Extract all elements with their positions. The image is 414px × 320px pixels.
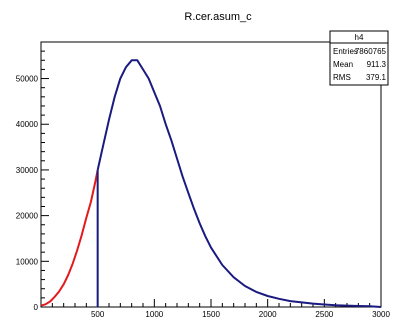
stats-box: h4 Entries 7860765 Mean 911.3 RMS 379.1 [329, 30, 389, 86]
series-layer [40, 59, 382, 308]
chart-title: R.cer.asum_c [184, 11, 252, 23]
y-tick-label: 30000 [16, 166, 39, 175]
stats-mean-value: 911.3 [367, 60, 387, 69]
x-tick-label: 1500 [202, 310, 220, 319]
stats-entries-value: 7860765 [355, 47, 387, 56]
x-tick-label: 2000 [259, 310, 277, 319]
stats-entries-label: Entries [333, 47, 358, 56]
x-tick-label: 2500 [315, 310, 333, 319]
stats-mean-label: Mean [333, 60, 353, 69]
stats-rms-value: 379.1 [366, 73, 387, 82]
y-tick-label: 20000 [16, 212, 39, 221]
stats-box-frame [329, 30, 389, 86]
y-tick-label: 50000 [16, 75, 39, 84]
y-tick-label: 10000 [16, 257, 39, 266]
stats-rms-label: RMS [333, 73, 351, 82]
x-axis: 500 1000 1500 2000 2500 3000 [51, 299, 390, 319]
series-line-1 [96, 59, 382, 308]
y-tick-label: 0 [34, 303, 39, 312]
stats-name: h4 [355, 33, 364, 42]
x-tick-label: 1000 [145, 310, 163, 319]
y-tick-label: 40000 [16, 120, 39, 129]
y-axis: 0 10000 20000 30000 40000 50000 [16, 50, 49, 312]
series-line-0 [40, 169, 99, 307]
x-tick-label: 500 [91, 310, 105, 319]
x-tick-label: 3000 [372, 310, 390, 319]
